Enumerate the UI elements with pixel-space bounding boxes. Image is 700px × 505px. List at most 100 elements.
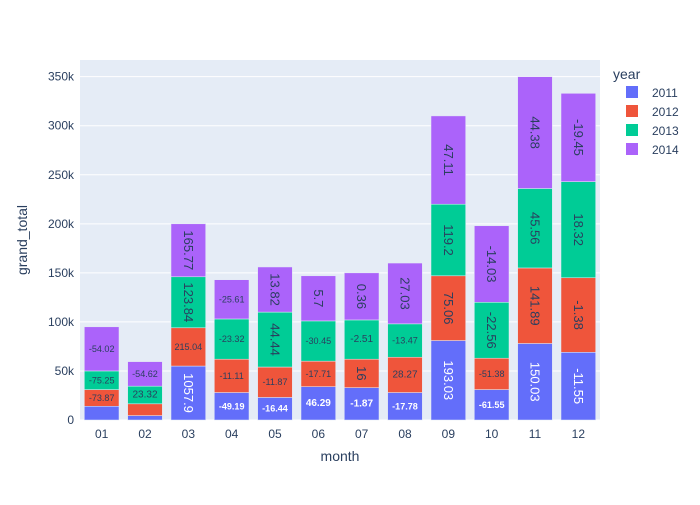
legend-label: 2014 — [652, 143, 679, 157]
bar-segment-2012[interactable] — [257, 366, 293, 398]
bar-data-label: 16 — [354, 366, 369, 380]
y-axis: 0 50k 100k 150k 200k 250k 300k 350k — [48, 70, 75, 427]
bar-data-label: -1.38 — [571, 300, 586, 330]
bar-data-label: 5.7 — [311, 289, 326, 307]
bar-data-label: -23.32 — [219, 334, 245, 344]
bar-segment-2013[interactable] — [387, 323, 423, 358]
bar-segment-2013[interactable] — [214, 318, 250, 360]
bar-segment-2011[interactable] — [517, 343, 553, 421]
bar-data-label: -14.03 — [484, 246, 499, 283]
bar-segment-2014[interactable] — [300, 275, 336, 322]
bar-data-label: -19.45 — [571, 119, 586, 156]
bar-data-label: 1057.9 — [181, 373, 196, 413]
bar-segment-2013[interactable] — [300, 320, 336, 362]
x-tick-label: 09 — [442, 427, 456, 441]
legend-swatch — [626, 86, 638, 98]
bar-segment-2011[interactable] — [430, 340, 466, 421]
bar-segment-2014[interactable] — [474, 225, 510, 303]
legend-item-2011[interactable]: 2011 — [626, 86, 678, 100]
bar-data-label: -16.44 — [262, 404, 288, 414]
bar-segment-2013[interactable] — [257, 311, 293, 368]
bar-data-label: 13.82 — [268, 273, 283, 306]
bar-segment-2012[interactable] — [560, 277, 596, 353]
bar-data-label: -1.87 — [350, 398, 373, 409]
bar-segment-2012[interactable] — [387, 356, 423, 393]
bar-segment-2012[interactable] — [127, 403, 163, 416]
bar-data-label: -11.11 — [219, 371, 243, 381]
bar-data-label: 47.11 — [441, 144, 456, 176]
bar-segment-2012[interactable] — [214, 358, 250, 393]
bar-segment-2012[interactable] — [300, 360, 336, 387]
bar-data-label: -54.02 — [89, 344, 115, 354]
x-tick-label: 02 — [138, 427, 152, 441]
bar-segment-2014[interactable] — [257, 266, 293, 313]
y-tick-label: 100k — [48, 315, 75, 329]
legend-label: 2012 — [652, 105, 679, 119]
bar-segment-2013[interactable] — [430, 203, 466, 277]
bar-segment-2013[interactable] — [344, 319, 380, 360]
x-axis-title: month — [321, 448, 360, 464]
bar-data-label: 0.36 — [354, 284, 369, 309]
bar-data-label: -25.61 — [219, 294, 245, 304]
legend-title: year — [613, 66, 641, 82]
bar-segment-2011[interactable] — [170, 365, 206, 421]
bar-segment-2013[interactable] — [560, 181, 596, 279]
bar-segment-2011[interactable] — [214, 392, 250, 421]
y-tick-label: 250k — [48, 168, 75, 182]
bar-data-label: -30.45 — [305, 336, 331, 346]
legend-item-2013[interactable]: 2013 — [626, 124, 679, 138]
bar-data-label: 44.38 — [528, 116, 543, 149]
bar-data-label: 44.44 — [268, 323, 283, 356]
bar-data-label: 46.29 — [306, 398, 331, 409]
bar-segment-2013[interactable] — [517, 188, 553, 269]
legend-item-2012[interactable]: 2012 — [626, 105, 679, 119]
bar-segment-2011[interactable] — [387, 392, 423, 421]
bar-segment-2011[interactable] — [84, 406, 120, 421]
legend-item-2014[interactable]: 2014 — [626, 143, 679, 157]
bar-data-label: -11.55 — [571, 368, 586, 404]
bar-segment-2011[interactable] — [560, 352, 596, 421]
bar-segment-2011[interactable] — [344, 387, 380, 421]
legend-swatch — [626, 143, 638, 155]
bar-data-label: 119.2 — [441, 224, 456, 256]
bar-data-label: -17.78 — [392, 401, 418, 411]
bar-segment-2014[interactable] — [344, 272, 380, 321]
plot-background — [80, 60, 600, 420]
bar-segment-2011[interactable] — [474, 389, 510, 421]
bar-labels-layer: 1057.9 -49.19 -16.44 46.29 -1.87 -17.78 193.03… — [89, 116, 586, 413]
bar-data-label: 141.89 — [528, 286, 543, 326]
bar-segment-2014[interactable] — [214, 279, 250, 320]
bar-segment-2012[interactable] — [474, 357, 510, 390]
x-tick-label: 08 — [398, 427, 412, 441]
y-tick-label: 150k — [48, 266, 75, 280]
bar-segment-2014[interactable] — [560, 93, 596, 182]
bar-segment-2014[interactable] — [387, 262, 423, 325]
legend[interactable]: year 2011 2012 2013 2014 — [613, 66, 679, 157]
bar-segment-2014[interactable] — [84, 326, 120, 372]
bar-segment-2014[interactable] — [170, 223, 206, 278]
bar-segment-2014[interactable] — [127, 361, 163, 387]
bar-segment-2011[interactable] — [300, 386, 336, 421]
legend-swatch — [626, 105, 638, 117]
x-tick-label: 07 — [355, 427, 369, 441]
bar-segment-2014[interactable] — [517, 76, 553, 189]
bar-segment-2013[interactable] — [474, 302, 510, 359]
bar-segment-2014[interactable] — [430, 115, 466, 205]
bar-segment-2012[interactable] — [430, 275, 466, 341]
bar-data-label: -22.56 — [484, 312, 499, 349]
bar-data-label: -17.71 — [305, 369, 331, 379]
bars-layer — [84, 76, 596, 421]
y-tick-label: 50k — [55, 364, 75, 378]
grid-layer — [80, 76, 600, 421]
x-tick-label: 10 — [485, 427, 499, 441]
bar-data-label: -11.87 — [262, 377, 287, 387]
x-tick-label: 01 — [95, 427, 109, 441]
bar-segment-2012[interactable] — [517, 267, 553, 344]
y-tick-label: 350k — [48, 70, 75, 84]
bar-data-label: 23.32 — [132, 389, 157, 400]
bar-segment-2011[interactable] — [127, 415, 163, 421]
bar-segment-2012[interactable] — [170, 327, 206, 367]
bar-segment-2013[interactable] — [170, 276, 206, 329]
legend-swatch — [626, 124, 638, 136]
bar-data-label: 150.03 — [528, 362, 543, 402]
